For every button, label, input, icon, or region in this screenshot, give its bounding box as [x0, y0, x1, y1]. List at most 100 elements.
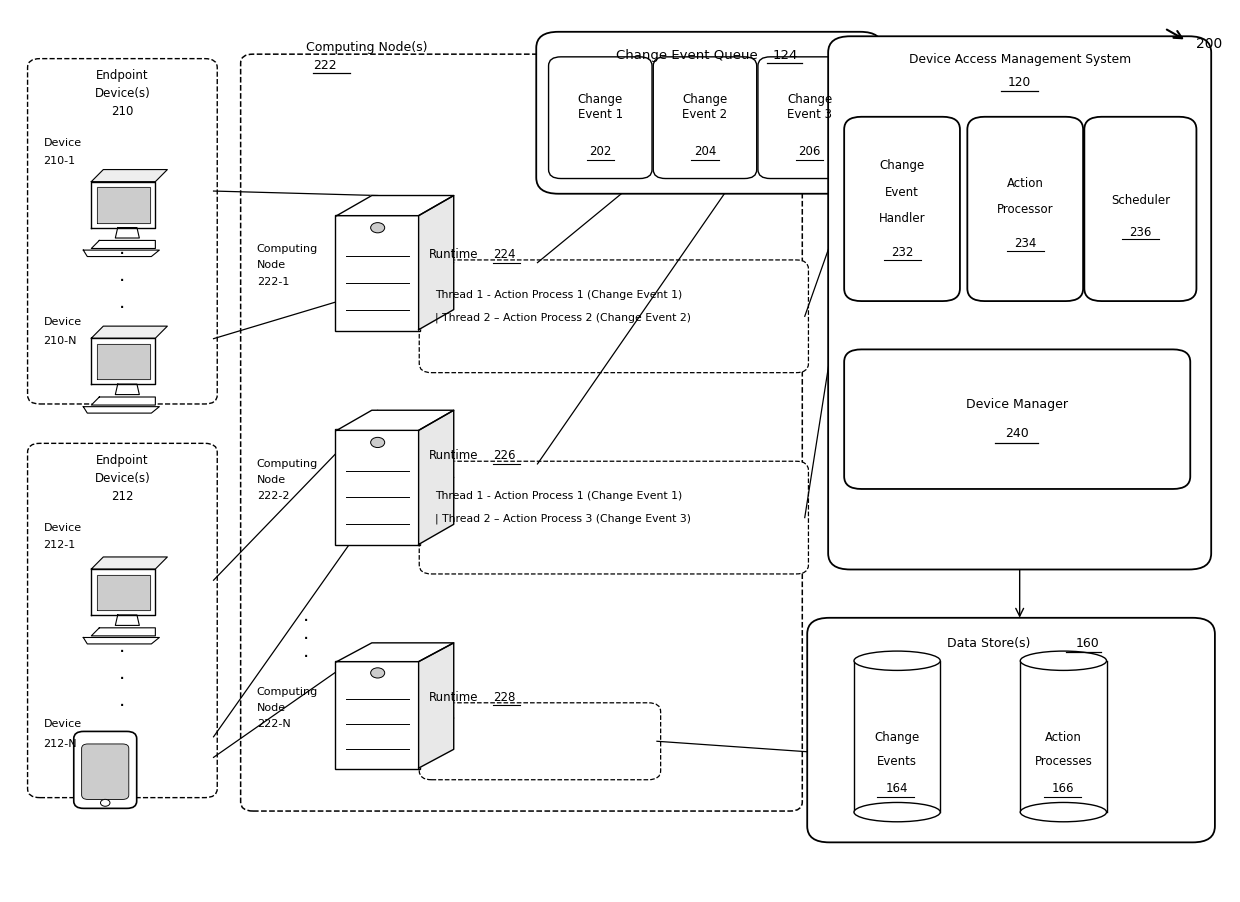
- Text: 226: 226: [494, 449, 516, 462]
- Polygon shape: [419, 410, 454, 545]
- Text: Processes: Processes: [1034, 755, 1092, 768]
- FancyBboxPatch shape: [1084, 117, 1197, 302]
- Text: 210-1: 210-1: [43, 155, 76, 166]
- Text: Change
Event 3: Change Event 3: [787, 93, 832, 121]
- Text: Computing: Computing: [257, 686, 317, 696]
- Polygon shape: [92, 339, 155, 384]
- Polygon shape: [97, 575, 150, 611]
- Text: Device: Device: [43, 719, 82, 729]
- Text: Change
Event 2: Change Event 2: [682, 93, 728, 121]
- Text: 232: 232: [890, 246, 913, 259]
- Text: ·: ·: [303, 630, 309, 649]
- Polygon shape: [337, 410, 454, 431]
- Text: Change Event Queue: Change Event Queue: [616, 49, 758, 61]
- Polygon shape: [97, 189, 150, 224]
- Text: 206: 206: [799, 144, 821, 158]
- Text: 164: 164: [885, 781, 909, 795]
- Text: Device(s): Device(s): [94, 472, 150, 484]
- FancyBboxPatch shape: [241, 55, 802, 811]
- FancyBboxPatch shape: [844, 350, 1190, 490]
- Polygon shape: [83, 407, 160, 414]
- Polygon shape: [115, 384, 139, 395]
- Polygon shape: [92, 241, 155, 249]
- FancyBboxPatch shape: [807, 618, 1215, 842]
- Text: 234: 234: [1014, 237, 1037, 250]
- Polygon shape: [92, 327, 167, 339]
- Text: Device: Device: [43, 317, 82, 327]
- Text: 212-1: 212-1: [43, 539, 76, 550]
- Text: ·: ·: [119, 696, 125, 715]
- Text: Data Store(s): Data Store(s): [947, 637, 1030, 649]
- Text: ·: ·: [303, 647, 309, 666]
- Text: Handler: Handler: [879, 212, 925, 226]
- Text: | Thread 2 – Action Process 3 (Change Event 3): | Thread 2 – Action Process 3 (Change Ev…: [435, 512, 691, 523]
- Text: ·: ·: [119, 245, 125, 264]
- Text: 222-2: 222-2: [257, 491, 289, 501]
- FancyBboxPatch shape: [967, 117, 1083, 302]
- Text: | Thread 2 – Action Process 2 (Change Event 2): | Thread 2 – Action Process 2 (Change Ev…: [435, 312, 691, 322]
- Polygon shape: [854, 661, 940, 812]
- Polygon shape: [83, 638, 160, 644]
- Polygon shape: [337, 197, 454, 216]
- Text: 222-1: 222-1: [257, 276, 289, 286]
- FancyBboxPatch shape: [27, 444, 217, 797]
- Text: ·: ·: [119, 669, 125, 688]
- Text: Action: Action: [1045, 731, 1081, 743]
- Text: 204: 204: [694, 144, 717, 158]
- FancyBboxPatch shape: [82, 744, 129, 799]
- Polygon shape: [419, 197, 454, 330]
- Text: Device Access Management System: Device Access Management System: [909, 53, 1131, 66]
- Text: 210-N: 210-N: [43, 336, 77, 346]
- Polygon shape: [115, 615, 139, 626]
- FancyBboxPatch shape: [27, 60, 217, 404]
- Polygon shape: [419, 643, 454, 769]
- Ellipse shape: [854, 651, 940, 671]
- Ellipse shape: [1021, 803, 1106, 822]
- FancyBboxPatch shape: [419, 703, 661, 780]
- Text: Action: Action: [1007, 177, 1044, 189]
- Text: 224: 224: [494, 248, 516, 261]
- Text: 212-N: 212-N: [43, 738, 77, 749]
- Text: Device: Device: [43, 522, 82, 532]
- Polygon shape: [115, 228, 139, 239]
- Circle shape: [371, 224, 384, 234]
- Text: 202: 202: [589, 144, 611, 158]
- Ellipse shape: [1021, 651, 1106, 671]
- Text: Computing: Computing: [257, 244, 317, 254]
- Polygon shape: [337, 643, 454, 662]
- Text: Processor: Processor: [997, 203, 1054, 216]
- Text: Thread 1 - Action Process 1 (Change Event 1): Thread 1 - Action Process 1 (Change Even…: [435, 290, 682, 299]
- FancyBboxPatch shape: [548, 58, 652, 179]
- Text: Runtime: Runtime: [429, 690, 479, 704]
- FancyBboxPatch shape: [758, 58, 862, 179]
- Text: Endpoint: Endpoint: [95, 454, 149, 466]
- Text: ·: ·: [303, 612, 309, 630]
- FancyBboxPatch shape: [653, 58, 756, 179]
- FancyBboxPatch shape: [336, 430, 420, 546]
- Text: 212: 212: [112, 489, 134, 502]
- Polygon shape: [92, 170, 167, 182]
- Text: Runtime: Runtime: [429, 248, 479, 261]
- Text: Thread 1 - Action Process 1 (Change Event 1): Thread 1 - Action Process 1 (Change Even…: [435, 491, 682, 501]
- Text: 222-N: 222-N: [257, 719, 290, 729]
- FancyBboxPatch shape: [73, 732, 136, 808]
- Polygon shape: [97, 345, 150, 380]
- Text: 210: 210: [112, 105, 134, 118]
- Text: 160: 160: [1075, 637, 1100, 649]
- Text: Computing Node(s): Computing Node(s): [306, 41, 428, 53]
- Text: Device Manager: Device Manager: [966, 398, 1068, 411]
- Text: Computing: Computing: [257, 458, 317, 468]
- Text: Node: Node: [257, 260, 285, 270]
- FancyBboxPatch shape: [844, 117, 960, 302]
- FancyBboxPatch shape: [536, 32, 883, 195]
- Polygon shape: [1021, 661, 1106, 812]
- Text: ·: ·: [119, 272, 125, 290]
- Text: ·: ·: [119, 642, 125, 661]
- Polygon shape: [92, 628, 155, 636]
- Text: Event: Event: [885, 185, 919, 198]
- FancyBboxPatch shape: [336, 216, 420, 331]
- Text: Endpoint: Endpoint: [95, 69, 149, 82]
- Text: 200: 200: [1197, 37, 1223, 51]
- Text: Events: Events: [877, 755, 918, 768]
- Text: 236: 236: [1130, 226, 1152, 238]
